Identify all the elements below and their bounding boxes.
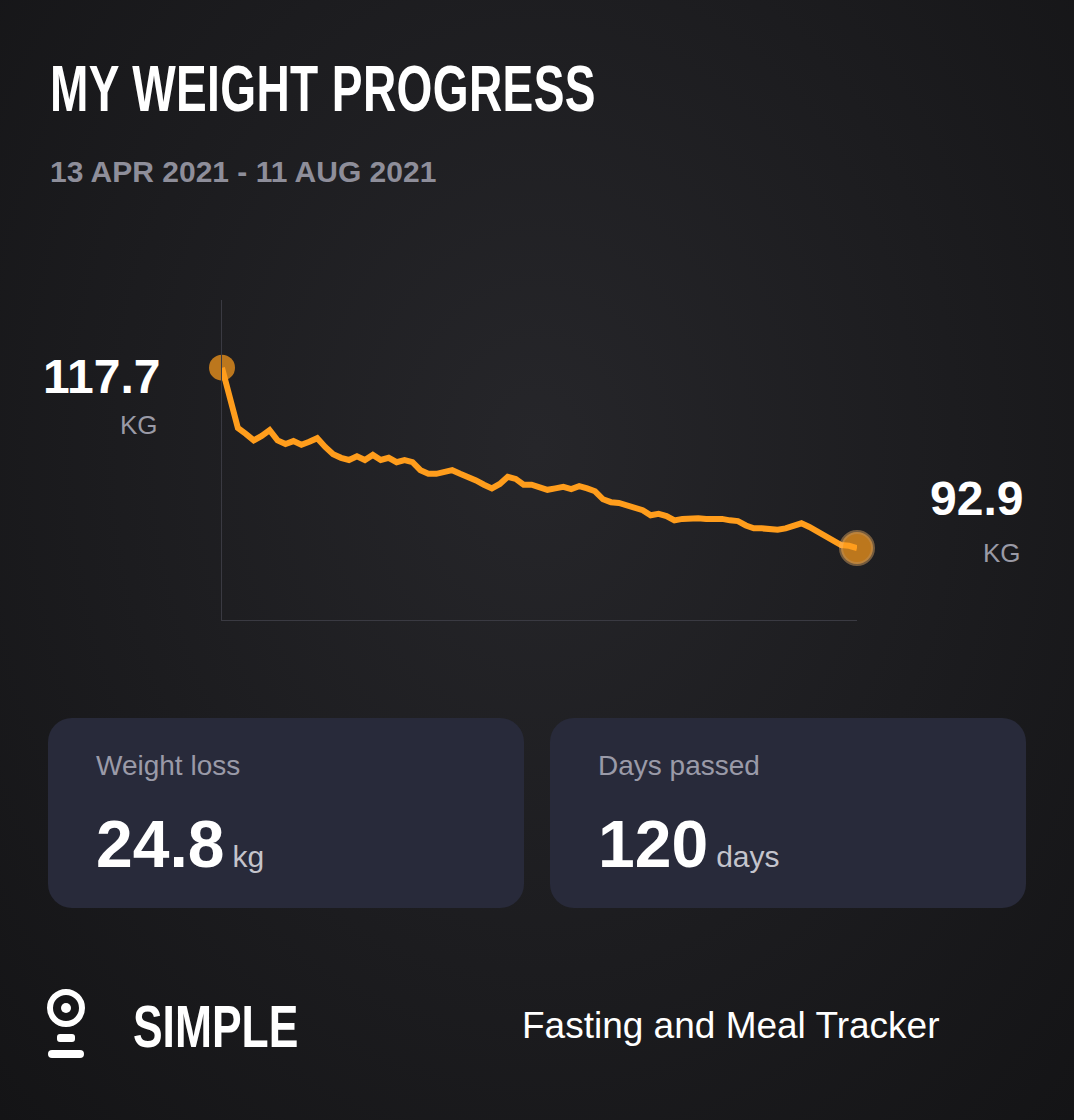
html-text:24.8: 24.8 [96,807,225,881]
html-text:MY WEIGHT PROGRESS: MY WEIGHT PROGRESS [50,53,596,125]
svg-text:92.9: 92.9 [930,472,1023,525]
svg-text:117.7: 117.7 [43,350,160,403]
html-text:120: 120 [598,807,709,881]
html-text:Weight loss: Weight loss [96,750,241,781]
html-text:SIMPLE: SIMPLE [133,993,299,1060]
svg-text:KG: KG [983,538,1021,568]
html-text:13 APR 2021 - 11 AUG 2021: 13 APR 2021 - 11 AUG 2021 [50,155,437,188]
html-text:Days passed: Days passed [598,750,760,781]
svg-text:KG: KG [120,410,158,440]
html-text:Fasting and Meal Tracker: Fasting and Meal Tracker [522,1005,940,1046]
html-text:days: days [716,840,780,873]
html-text:kg: kg [232,840,265,873]
